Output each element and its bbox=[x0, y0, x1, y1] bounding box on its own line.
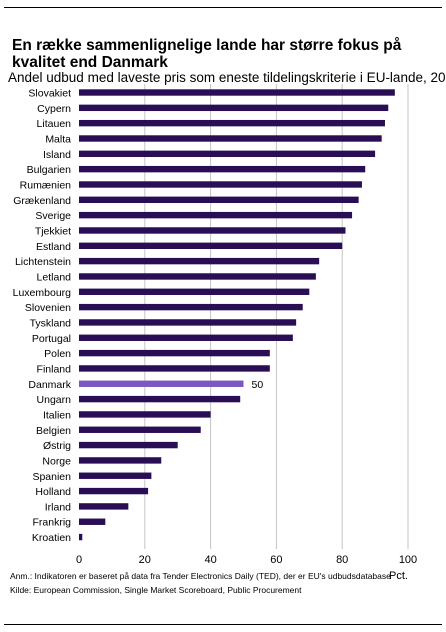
bar-letland bbox=[79, 273, 316, 280]
x-tick-label: 80 bbox=[336, 554, 348, 566]
category-label: Finland bbox=[37, 363, 72, 375]
source-note: Kilde: European Commission, Single Marke… bbox=[10, 585, 302, 595]
bar-polen bbox=[79, 349, 270, 357]
bar-sverige bbox=[79, 211, 353, 219]
bar-tjekkiet bbox=[79, 227, 346, 234]
category-label: Luxembourg bbox=[13, 287, 72, 299]
gridlines bbox=[144, 84, 409, 549]
category-label: Sverige bbox=[35, 210, 71, 222]
bar-italien bbox=[79, 411, 211, 418]
chart-subtitle: Andel udbud med laveste pris som eneste … bbox=[8, 70, 446, 85]
category-label: Lichtenstein bbox=[15, 256, 71, 268]
bars bbox=[79, 89, 395, 541]
bar-danmark bbox=[79, 380, 244, 387]
category-label: Ungarn bbox=[37, 394, 72, 406]
category-label: Kroatien bbox=[32, 532, 71, 544]
x-tick-label: 100 bbox=[399, 554, 417, 566]
category-label: Polen bbox=[44, 348, 71, 360]
x-tick-label: 60 bbox=[270, 554, 282, 566]
bar-belgien bbox=[79, 426, 201, 433]
category-label: Cypern bbox=[37, 103, 71, 115]
bar-spanien bbox=[79, 472, 152, 479]
bottom-rule bbox=[4, 624, 442, 625]
chart-title: En række sammenlignelige lande har størr… bbox=[12, 37, 402, 71]
bar-cypern bbox=[79, 104, 389, 112]
bar-malta bbox=[79, 135, 382, 142]
category-label: Frankrig bbox=[32, 517, 71, 529]
category-label: Østrig bbox=[43, 440, 71, 452]
bar-litauen bbox=[79, 119, 385, 127]
category-label: Grækenland bbox=[13, 195, 71, 207]
category-label: Spanien bbox=[32, 471, 71, 483]
category-label: Estland bbox=[36, 241, 71, 253]
category-label: Litauen bbox=[37, 118, 72, 130]
x-axis-label: Pct. bbox=[389, 570, 408, 582]
bar-norge bbox=[79, 457, 162, 464]
bar-rumænien bbox=[79, 181, 362, 188]
bar-estland bbox=[79, 242, 343, 249]
tick-labels: 0 20 40 60 80 100 Pct. bbox=[76, 554, 417, 582]
category-label: Portugal bbox=[32, 333, 71, 345]
category-label: Bulgarien bbox=[27, 164, 72, 176]
category-label: Slovakiet bbox=[28, 88, 71, 100]
footnote: Anm.: Indikatoren er baseret på data fra… bbox=[10, 571, 391, 581]
category-labels: Slovakiet Cypern Litauen Malta Island Bulgari… bbox=[13, 88, 264, 545]
category-label: Rumænien bbox=[20, 179, 72, 191]
top-rule bbox=[4, 7, 442, 8]
category-label: Danmark bbox=[28, 379, 71, 391]
bar-ungarn bbox=[79, 395, 241, 403]
x-tick-label: 0 bbox=[76, 554, 82, 566]
bar-irland bbox=[79, 503, 129, 510]
bar-holland bbox=[79, 487, 149, 495]
bar-østrig bbox=[79, 441, 178, 449]
category-label: Belgien bbox=[36, 425, 71, 437]
bar-frankrig bbox=[79, 518, 106, 525]
category-label: Italien bbox=[43, 409, 71, 421]
x-tick-label: 20 bbox=[139, 554, 151, 566]
category-label: Tyskland bbox=[30, 317, 72, 329]
bar-luxembourg bbox=[79, 288, 310, 295]
bar-slovakiet bbox=[79, 89, 395, 96]
category-label: Letland bbox=[37, 271, 72, 283]
bar-finland bbox=[79, 365, 270, 372]
category-label: Tjekkiet bbox=[35, 225, 71, 237]
bar-island bbox=[79, 150, 376, 158]
bar-slovenien bbox=[79, 303, 303, 311]
category-label: Norge bbox=[42, 455, 71, 467]
category-label: Irland bbox=[45, 501, 71, 513]
category-label: Malta bbox=[45, 133, 71, 145]
data-label-danmark: 50 bbox=[252, 379, 264, 391]
category-label: Slovenien bbox=[25, 302, 71, 314]
category-label: Island bbox=[43, 149, 71, 161]
bar-lichtenstein bbox=[79, 257, 320, 265]
bar-kroatien bbox=[79, 533, 83, 541]
x-tick-label: 40 bbox=[204, 554, 216, 566]
bar-tyskland bbox=[79, 319, 297, 326]
bar-grækenland bbox=[79, 196, 359, 204]
category-label: Holland bbox=[35, 486, 71, 498]
bar-bulgarien bbox=[79, 165, 366, 173]
bar-portugal bbox=[79, 334, 293, 341]
